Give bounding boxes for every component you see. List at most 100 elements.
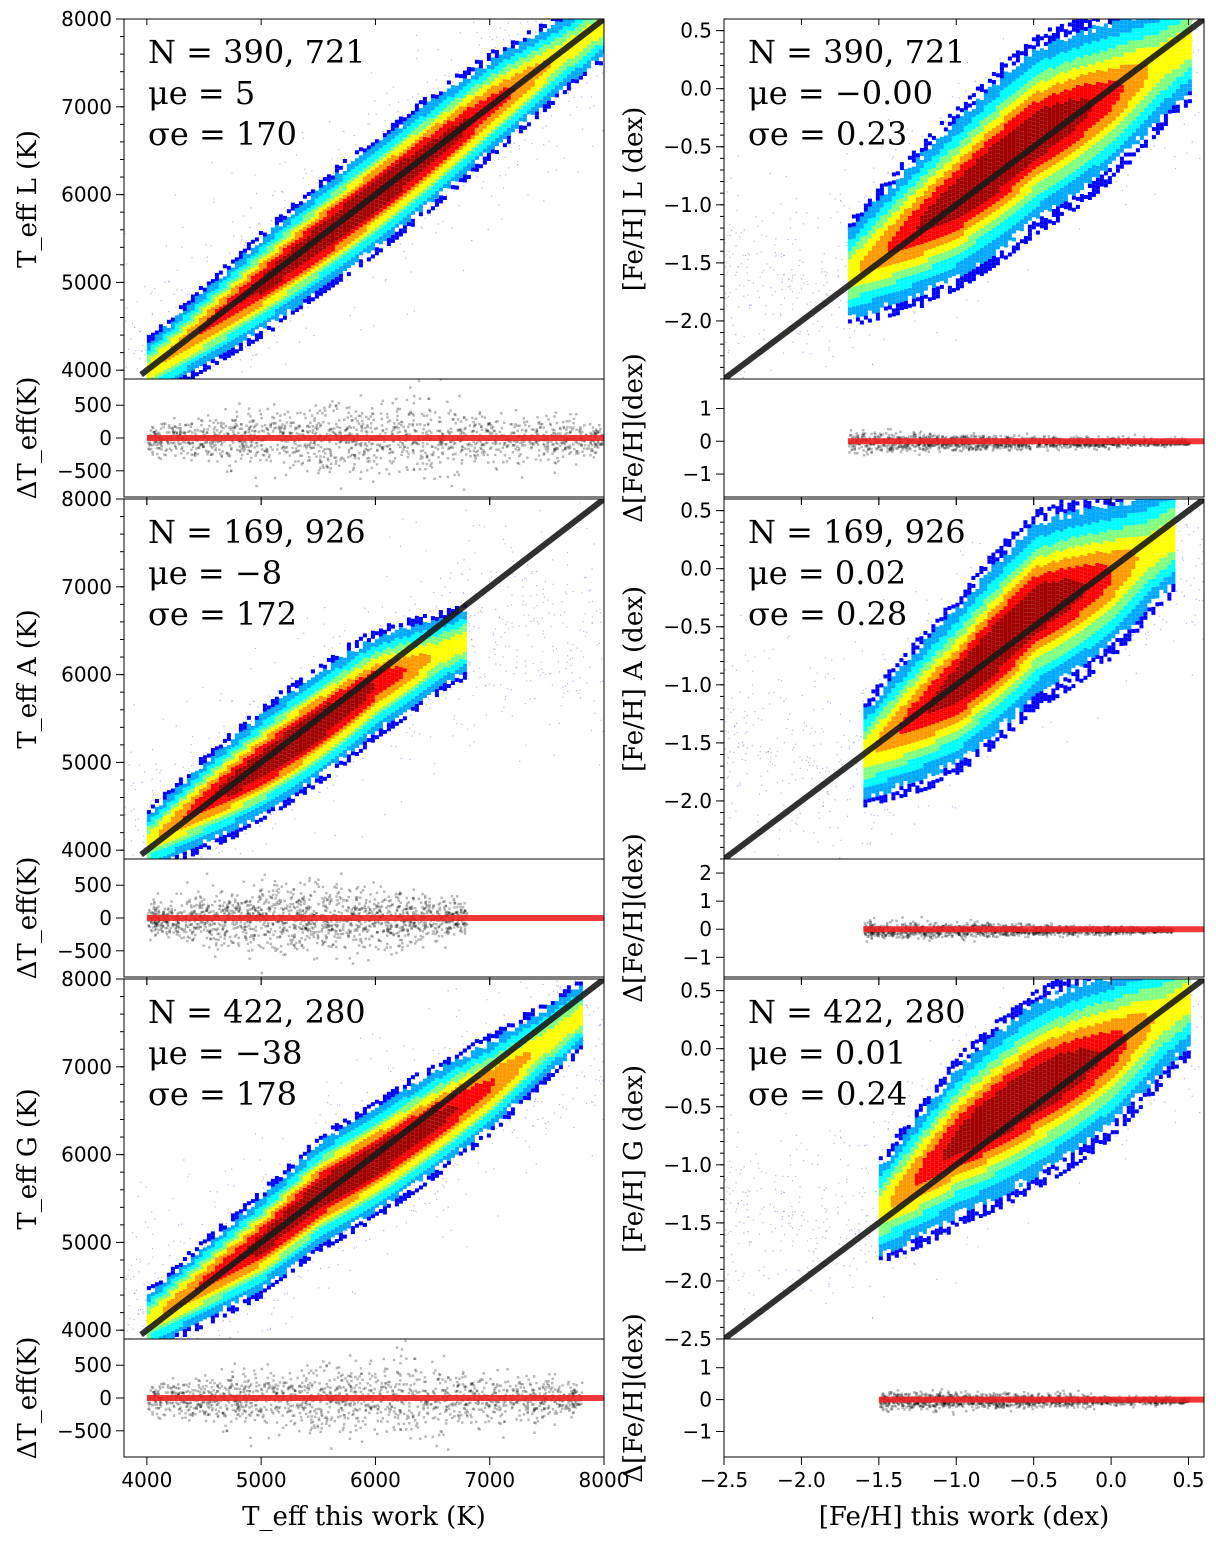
- x-tick-label: −2.5: [700, 1468, 749, 1492]
- y-tick-label: 5000: [61, 750, 112, 774]
- y-tick-label: 0.0: [680, 1037, 712, 1061]
- x-tick-label: 6000: [350, 1468, 401, 1492]
- resid-y-tick-label: −500: [57, 1419, 112, 1443]
- resid-y-tick-label: 1: [699, 397, 712, 421]
- y-tick-label: −1.5: [663, 1211, 712, 1235]
- x-tick-label: 5000: [236, 1468, 287, 1492]
- annotation-mu: μe = −0.00: [748, 74, 933, 112]
- resid-y-tick-label: −1: [683, 462, 712, 486]
- y-tick-label: 0.5: [680, 19, 712, 43]
- y-tick-label: −2.0: [663, 309, 712, 333]
- panel-feh-A: −2.0 −1.5 −1.0 −0.5 0.0 0.5 −1 0 1 2 N = 169, 926μ…: [619, 498, 1205, 1003]
- x-tick-label: 4000: [121, 1468, 172, 1492]
- y-axis-label: [Fe/H] A (dex): [619, 586, 649, 772]
- annotation-n: N = 390, 721: [748, 33, 966, 71]
- y-tick-label: 4000: [61, 1318, 112, 1342]
- panel-teff-G: 4000 5000 6000 7000 8000 −500 0 500 4000 5000 6000…: [13, 967, 629, 1532]
- density-cloud: [124, 502, 604, 859]
- resid-y-tick-label: 0: [99, 906, 112, 930]
- y-tick-label: −1.5: [663, 731, 712, 755]
- y-tick-label: 8000: [61, 967, 112, 991]
- y-tick-label: 6000: [61, 183, 112, 207]
- y-tick-label: −2.0: [663, 789, 712, 813]
- annotation-n: N = 422, 280: [148, 993, 366, 1031]
- y-tick-label: 4000: [61, 838, 112, 862]
- y-tick-label: 0.0: [680, 557, 712, 581]
- x-tick-label: −0.5: [1009, 1468, 1058, 1492]
- y-tick-label: 7000: [61, 95, 112, 119]
- density-cloud: [124, 19, 604, 379]
- one-to-one-line: [724, 979, 1204, 1339]
- y-tick-label: 5000: [61, 1230, 112, 1254]
- resid-y-tick-label: 0: [699, 917, 712, 941]
- y-tick-label: −0.5: [663, 135, 712, 159]
- annotation-sigma: σe = 0.23: [748, 115, 907, 153]
- annotation-sigma: σe = 178: [148, 1075, 297, 1113]
- residual-cloud: [146, 379, 604, 491]
- one-to-one-line: [139, 499, 604, 857]
- residual-cloud: [146, 872, 469, 975]
- resid-y-tick-label: 2: [699, 861, 712, 885]
- annotation-mu: μe = 5: [148, 74, 255, 112]
- x-axis-label: T_eff this work (K): [242, 1502, 486, 1532]
- panel-teff-A: 4000 5000 6000 7000 8000 −500 0 500 N = 169, 926…: [13, 487, 605, 985]
- density-cloud: [724, 499, 1204, 859]
- y-tick-label: 4000: [61, 358, 112, 382]
- density-cloud: [724, 19, 1204, 379]
- annotation-sigma: σe = 0.24: [748, 1075, 907, 1113]
- y-axis-label: [Fe/H] L (dex): [619, 107, 649, 292]
- resid-y-tick-label: 500: [74, 873, 112, 897]
- y-axis-label: T_eff G (K): [13, 1088, 43, 1229]
- resid-y-tick-label: −500: [57, 459, 112, 483]
- one-to-one-line: [139, 19, 604, 377]
- residual-axes: [723, 1338, 1205, 1458]
- y-axis-label: [Fe/H] G (dex): [619, 1065, 649, 1253]
- resid-y-tick-label: −500: [57, 939, 112, 963]
- x-tick-label: −1.5: [855, 1468, 904, 1492]
- residual-axis-label: ΔT_eff(K): [13, 857, 43, 980]
- y-tick-label: −1.0: [663, 673, 712, 697]
- y-tick-label: 6000: [61, 1143, 112, 1167]
- annotation-sigma: σe = 0.28: [748, 595, 907, 633]
- y-tick-label: 6000: [61, 663, 112, 687]
- y-tick-label: −0.5: [663, 615, 712, 639]
- density-cloud: [724, 979, 1204, 1319]
- panel-feh-G: −2.5 −2.0 −1.5 −1.0 −0.5 0.0 0.5 −1 0 1 −2.5 −2.0 −1…: [619, 978, 1205, 1532]
- resid-y-tick-label: 500: [74, 1353, 112, 1377]
- annotation-n: N = 169, 926: [148, 513, 366, 551]
- y-tick-label: −0.5: [663, 1095, 712, 1119]
- panel-teff-L: 4000 5000 6000 7000 8000 −500 0 500 N = 390, 721…: [13, 7, 605, 505]
- residual-axis-label: Δ[Fe/H](dex): [619, 833, 649, 1002]
- resid-y-tick-label: 0: [699, 429, 712, 453]
- y-tick-label: −2.5: [663, 1327, 712, 1351]
- y-tick-label: 0.5: [680, 499, 712, 523]
- residual-axes: [723, 858, 1205, 978]
- residual-axis-label: Δ[Fe/H](dex): [619, 1313, 649, 1482]
- resid-y-tick-label: 0: [99, 426, 112, 450]
- density-cloud: [125, 979, 604, 1339]
- y-axis-label: T_eff A (K): [13, 609, 43, 748]
- annotation-sigma: σe = 170: [148, 115, 297, 153]
- resid-y-tick-label: −1: [683, 1419, 712, 1443]
- y-tick-label: 7000: [61, 575, 112, 599]
- x-tick-label: −2.0: [777, 1468, 826, 1492]
- resid-y-tick-label: 0: [699, 1388, 712, 1412]
- annotation-mu: μe = 0.02: [748, 554, 906, 592]
- annotation-n: N = 169, 926: [748, 513, 966, 551]
- x-tick-label: 0.0: [1095, 1468, 1127, 1492]
- one-to-one-line: [724, 19, 1204, 379]
- annotation-mu: μe = 0.01: [748, 1034, 906, 1072]
- x-tick-label: 7000: [464, 1468, 515, 1492]
- y-tick-label: 0.0: [680, 77, 712, 101]
- y-tick-label: 8000: [61, 487, 112, 511]
- x-axis-label: [Fe/H] this work (dex): [819, 1502, 1109, 1532]
- annotation-mu: μe = −8: [148, 554, 282, 592]
- resid-y-tick-label: 1: [699, 1356, 712, 1380]
- y-tick-label: −1.0: [663, 193, 712, 217]
- y-tick-label: 0.5: [680, 979, 712, 1003]
- y-tick-label: −1.0: [663, 1153, 712, 1177]
- resid-y-tick-label: −1: [683, 945, 712, 969]
- resid-y-tick-label: 1: [699, 889, 712, 913]
- x-tick-label: −1.0: [932, 1468, 981, 1492]
